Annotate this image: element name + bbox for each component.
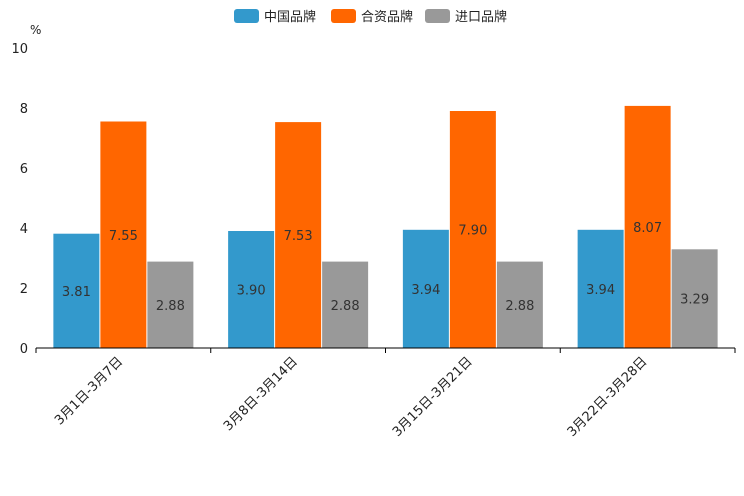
legend[interactable]: 中国品牌 合资品牌 进口品牌 — [234, 9, 507, 25]
bar-2-3 — [671, 249, 718, 348]
data-label: 7.90 — [458, 224, 487, 239]
bars — [53, 105, 718, 349]
bar-2-0 — [147, 261, 194, 348]
legend-item[interactable]: 进口品牌 — [425, 9, 507, 25]
x-axis: 3月1日-3月7日 3月8日-3月14日 3月15日-3月21日 3月22日-3月28… — [35, 347, 736, 440]
y-tick-label: 10 — [11, 42, 28, 57]
data-label: 2.88 — [505, 299, 534, 314]
bar-2-1 — [322, 261, 369, 348]
x-category-label: 3月22日-3月28日 — [565, 354, 651, 440]
y-tick-label: 4 — [20, 222, 28, 237]
data-label: 3.90 — [237, 284, 266, 299]
y-tick-label: 2 — [20, 282, 28, 297]
bar-0-1 — [228, 231, 275, 348]
y-tick-label: 0 — [20, 342, 28, 357]
x-category-label: 3月1日-3月7日 — [52, 354, 126, 428]
bar-2-2 — [496, 261, 543, 348]
data-label: 2.88 — [331, 299, 360, 314]
data-label: 3.29 — [680, 293, 709, 308]
bar-1-3 — [624, 105, 671, 349]
bar-0-2 — [402, 229, 449, 348]
legend-swatch — [234, 9, 259, 23]
legend-swatch — [425, 9, 450, 23]
legend-label: 进口品牌 — [455, 9, 507, 25]
legend-item[interactable]: 合资品牌 — [331, 9, 413, 25]
legend-label: 合资品牌 — [361, 9, 413, 25]
y-tick-label: 8 — [20, 102, 28, 117]
legend-item[interactable]: 中国品牌 — [234, 9, 316, 25]
x-category-label: 3月8日-3月14日 — [221, 354, 301, 434]
y-axis-unit: % — [30, 23, 41, 37]
y-axis-ticks: 0 2 4 6 8 10 — [11, 42, 28, 357]
data-label: 3.94 — [586, 283, 615, 298]
data-label: 3.94 — [411, 283, 440, 298]
legend-swatch — [331, 9, 356, 23]
y-tick-label: 6 — [20, 162, 28, 177]
data-label: 8.07 — [633, 221, 662, 236]
bar-0-0 — [53, 233, 100, 348]
x-category-label: 3月15日-3月21日 — [390, 354, 476, 440]
data-label: 2.88 — [156, 299, 185, 314]
bar-1-2 — [449, 111, 496, 348]
data-label: 3.81 — [62, 285, 91, 300]
data-labels: 3.81 7.55 2.88 3.90 7.53 2.88 3.94 7.90 2.88 3.94… — [62, 221, 709, 314]
bar-1-1 — [275, 122, 322, 348]
legend-label: 中国品牌 — [264, 9, 316, 25]
data-label: 7.55 — [109, 229, 138, 244]
data-label: 7.53 — [284, 229, 313, 244]
bar-0-3 — [577, 229, 624, 348]
bar-1-0 — [100, 121, 147, 348]
